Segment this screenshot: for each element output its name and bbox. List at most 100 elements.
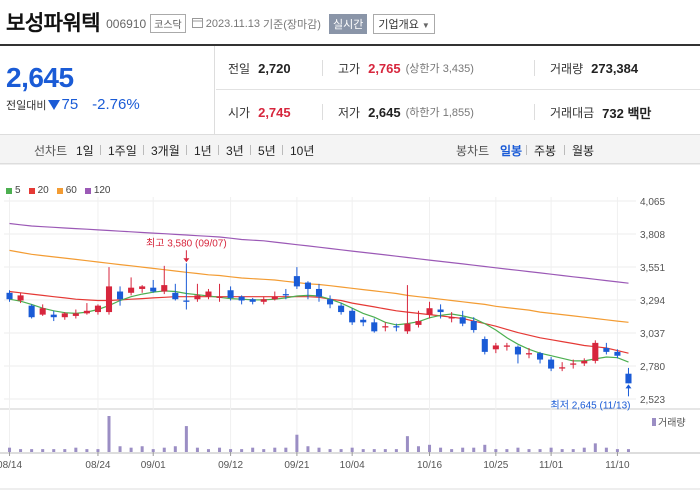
volume-legend-swatch	[652, 418, 656, 426]
lower-limit: (하한가 1,855)	[405, 107, 474, 119]
volume-bar	[96, 449, 100, 452]
chevron-down-icon: ▼	[421, 20, 430, 30]
volume-bar	[450, 449, 454, 452]
volume-bar	[494, 449, 498, 452]
period-10y[interactable]: 10년	[290, 144, 315, 158]
candle-body	[426, 308, 433, 315]
volume-bar	[129, 447, 133, 452]
candle-body	[393, 326, 400, 328]
volume-bar	[571, 449, 575, 452]
x-tick-label: 09/12	[218, 460, 243, 471]
company-info-select[interactable]: 기업개요 ▼	[373, 13, 435, 34]
period-5y[interactable]: 5년	[258, 144, 276, 158]
candle-body	[548, 359, 555, 369]
volume-bar	[394, 449, 398, 452]
candle-body	[194, 295, 201, 300]
candle-body	[260, 299, 267, 302]
period-3y[interactable]: 3년	[226, 144, 244, 158]
volume-bar	[284, 447, 288, 452]
x-tick-label: 10/04	[340, 460, 365, 471]
candle-body	[360, 319, 367, 323]
candle-weekly[interactable]: 주봉	[534, 144, 557, 158]
volume-bar	[372, 449, 376, 452]
candle-body	[581, 360, 588, 364]
x-tick-label: 10/16	[417, 460, 442, 471]
volume-bar	[361, 449, 365, 452]
x-tick-label: 09/21	[284, 460, 309, 471]
down-arrow-icon	[48, 99, 61, 110]
volume-bar	[483, 444, 487, 452]
volume-bar	[416, 446, 420, 452]
prev-close-label: 전일	[228, 61, 251, 76]
candle-body	[304, 282, 311, 289]
candle-body	[514, 346, 521, 355]
y-tick-label: 2,523	[640, 395, 665, 406]
volume-label: 거래량	[550, 61, 584, 76]
candle-monthly[interactable]: 월봉	[572, 144, 595, 158]
stock-name: 보성파워텍	[6, 12, 101, 35]
candle-body	[625, 373, 632, 384]
volume-bar	[8, 447, 12, 452]
period-1d[interactable]: 1일	[76, 144, 94, 158]
high-annotation: 최고 3,580 (09/07)	[146, 237, 227, 249]
candle-body	[39, 308, 46, 315]
y-tick-label: 3,551	[640, 263, 665, 274]
period-1y[interactable]: 1년	[194, 144, 212, 158]
candle-body	[227, 290, 234, 298]
period-3m[interactable]: 3개월	[151, 144, 180, 158]
candle-body	[537, 353, 544, 360]
volume-bar	[472, 447, 476, 452]
candle-body	[481, 339, 488, 352]
candle-body	[28, 305, 35, 318]
high-value: 2,765	[368, 60, 401, 76]
volume-bar	[428, 444, 432, 452]
candle-body	[492, 345, 499, 350]
candle-body	[271, 296, 278, 300]
volume-bar	[74, 447, 78, 452]
volume-bar	[615, 449, 619, 452]
candle-body	[437, 309, 444, 313]
volume-bar	[273, 447, 277, 452]
candle-body	[470, 321, 477, 331]
stock-code: 006910	[106, 17, 147, 31]
candle-body	[349, 310, 356, 323]
x-tick-label: 11/01	[539, 460, 564, 471]
high-arrow-icon	[183, 258, 190, 263]
x-tick-label: 11/10	[605, 460, 630, 471]
x-tick-label: 08/24	[85, 460, 110, 471]
y-tick-label: 2,780	[640, 362, 665, 373]
candle-body	[382, 326, 389, 328]
candle-daily[interactable]: 일봉	[500, 144, 523, 158]
y-tick-label: 3,037	[640, 329, 665, 340]
volume-bar	[295, 434, 299, 452]
amount-label: 거래대금	[550, 105, 595, 120]
volume-bar	[63, 449, 67, 452]
basis-text: 기준(장마감)	[263, 18, 321, 31]
volume-bar	[383, 449, 387, 452]
open-value: 2,745	[258, 104, 291, 120]
change-value: 75	[61, 96, 79, 113]
legend-ma5: 5	[6, 185, 21, 196]
y-tick-label: 3,294	[640, 296, 665, 307]
price-panel: 2,645 전일대비 75 -2.76%	[0, 46, 215, 134]
volume-bar	[405, 436, 409, 452]
candle-body	[459, 317, 466, 324]
volume-bar	[439, 447, 443, 452]
candle-body	[61, 313, 68, 318]
volume-bar	[262, 449, 266, 452]
x-tick-label: 08/14	[0, 460, 22, 471]
realtime-button[interactable]: 실시간	[328, 13, 368, 34]
period-1w[interactable]: 1주일	[108, 144, 137, 158]
volume-bar	[538, 449, 542, 452]
candle-body	[128, 287, 135, 293]
candle-body	[6, 292, 13, 300]
ma-legend: 5 20 60 120	[6, 185, 119, 196]
candle-body	[327, 299, 334, 305]
header-divider	[0, 44, 700, 46]
candle-body	[105, 286, 113, 313]
candle-body	[525, 353, 533, 355]
low-arrow-icon	[625, 384, 632, 389]
volume-value: 273,384	[591, 60, 639, 76]
open-label: 시가	[228, 105, 251, 120]
